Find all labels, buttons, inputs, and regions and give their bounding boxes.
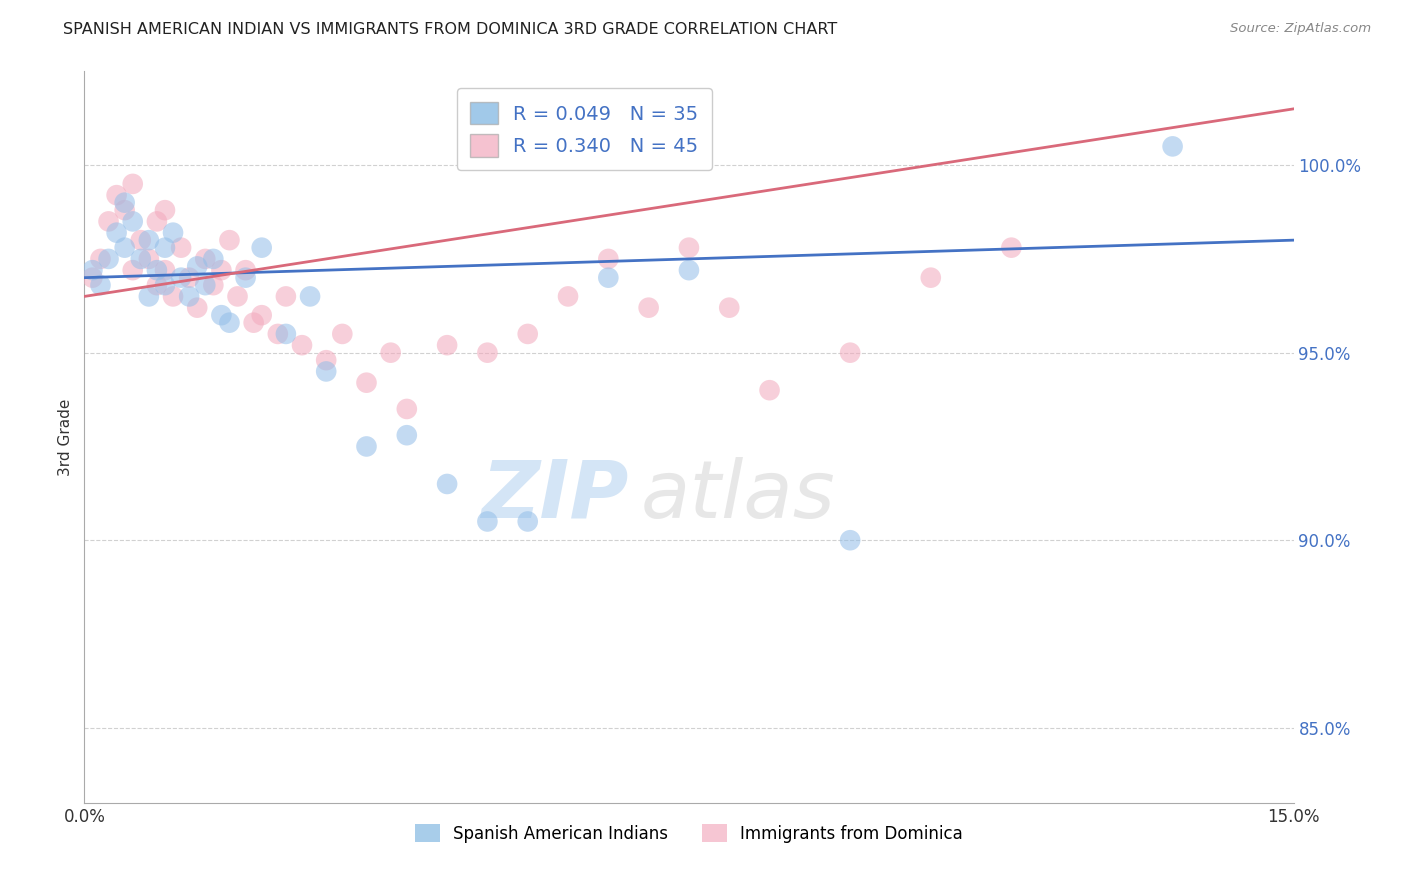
Point xyxy=(114,241,136,255)
Point xyxy=(678,263,700,277)
Point xyxy=(330,326,353,341)
Point xyxy=(235,270,257,285)
Point xyxy=(299,289,322,303)
Point xyxy=(920,270,942,285)
Point xyxy=(356,440,378,454)
Point xyxy=(291,338,314,352)
Point xyxy=(218,233,240,247)
Point xyxy=(380,345,402,359)
Point xyxy=(209,308,232,322)
Point xyxy=(274,326,297,341)
Point xyxy=(153,263,176,277)
Point xyxy=(162,226,184,240)
Point xyxy=(839,533,862,548)
Point xyxy=(598,252,620,266)
Point xyxy=(146,263,169,277)
Point xyxy=(1161,139,1184,153)
Point xyxy=(105,226,128,240)
Point xyxy=(477,345,499,359)
Point xyxy=(89,252,111,266)
Point xyxy=(250,308,273,322)
Point xyxy=(235,263,257,277)
Text: Source: ZipAtlas.com: Source: ZipAtlas.com xyxy=(1230,22,1371,36)
Point xyxy=(129,252,152,266)
Text: SPANISH AMERICAN INDIAN VS IMMIGRANTS FROM DOMINICA 3RD GRADE CORRELATION CHART: SPANISH AMERICAN INDIAN VS IMMIGRANTS FR… xyxy=(63,22,838,37)
Point xyxy=(226,289,249,303)
Point xyxy=(598,270,620,285)
Point xyxy=(637,301,659,315)
Point xyxy=(186,260,208,274)
Point xyxy=(218,316,240,330)
Point xyxy=(436,338,458,352)
Point xyxy=(315,353,337,368)
Point xyxy=(121,214,143,228)
Point xyxy=(114,195,136,210)
Point xyxy=(105,188,128,202)
Point xyxy=(557,289,579,303)
Point xyxy=(138,233,160,247)
Point xyxy=(242,316,264,330)
Point xyxy=(186,301,208,315)
Point xyxy=(170,241,193,255)
Point xyxy=(146,278,169,293)
Point xyxy=(395,401,418,416)
Point xyxy=(89,278,111,293)
Point xyxy=(1000,241,1022,255)
Point xyxy=(170,270,193,285)
Point xyxy=(194,252,217,266)
Point xyxy=(356,376,378,390)
Point xyxy=(146,214,169,228)
Text: atlas: atlas xyxy=(641,457,835,534)
Point xyxy=(315,364,337,378)
Point xyxy=(179,289,201,303)
Point xyxy=(202,278,225,293)
Point xyxy=(758,383,780,397)
Point xyxy=(153,203,176,218)
Point xyxy=(82,270,104,285)
Point xyxy=(138,289,160,303)
Point xyxy=(162,289,184,303)
Point xyxy=(179,270,201,285)
Point xyxy=(121,177,143,191)
Point xyxy=(121,263,143,277)
Point xyxy=(97,214,120,228)
Point xyxy=(194,278,217,293)
Point xyxy=(267,326,290,341)
Point xyxy=(153,278,176,293)
Point xyxy=(516,515,538,529)
Point xyxy=(395,428,418,442)
Legend: R = 0.049   N = 35, R = 0.340   N = 45: R = 0.049 N = 35, R = 0.340 N = 45 xyxy=(457,88,711,170)
Point xyxy=(82,263,104,277)
Point xyxy=(153,241,176,255)
Point xyxy=(839,345,862,359)
Point xyxy=(678,241,700,255)
Text: ZIP: ZIP xyxy=(481,457,628,534)
Point xyxy=(114,203,136,218)
Point xyxy=(516,326,538,341)
Point xyxy=(129,233,152,247)
Point xyxy=(274,289,297,303)
Point xyxy=(209,263,232,277)
Point xyxy=(202,252,225,266)
Point xyxy=(138,252,160,266)
Y-axis label: 3rd Grade: 3rd Grade xyxy=(58,399,73,475)
Point xyxy=(718,301,741,315)
Point xyxy=(97,252,120,266)
Point xyxy=(477,515,499,529)
Point xyxy=(250,241,273,255)
Point xyxy=(436,477,458,491)
